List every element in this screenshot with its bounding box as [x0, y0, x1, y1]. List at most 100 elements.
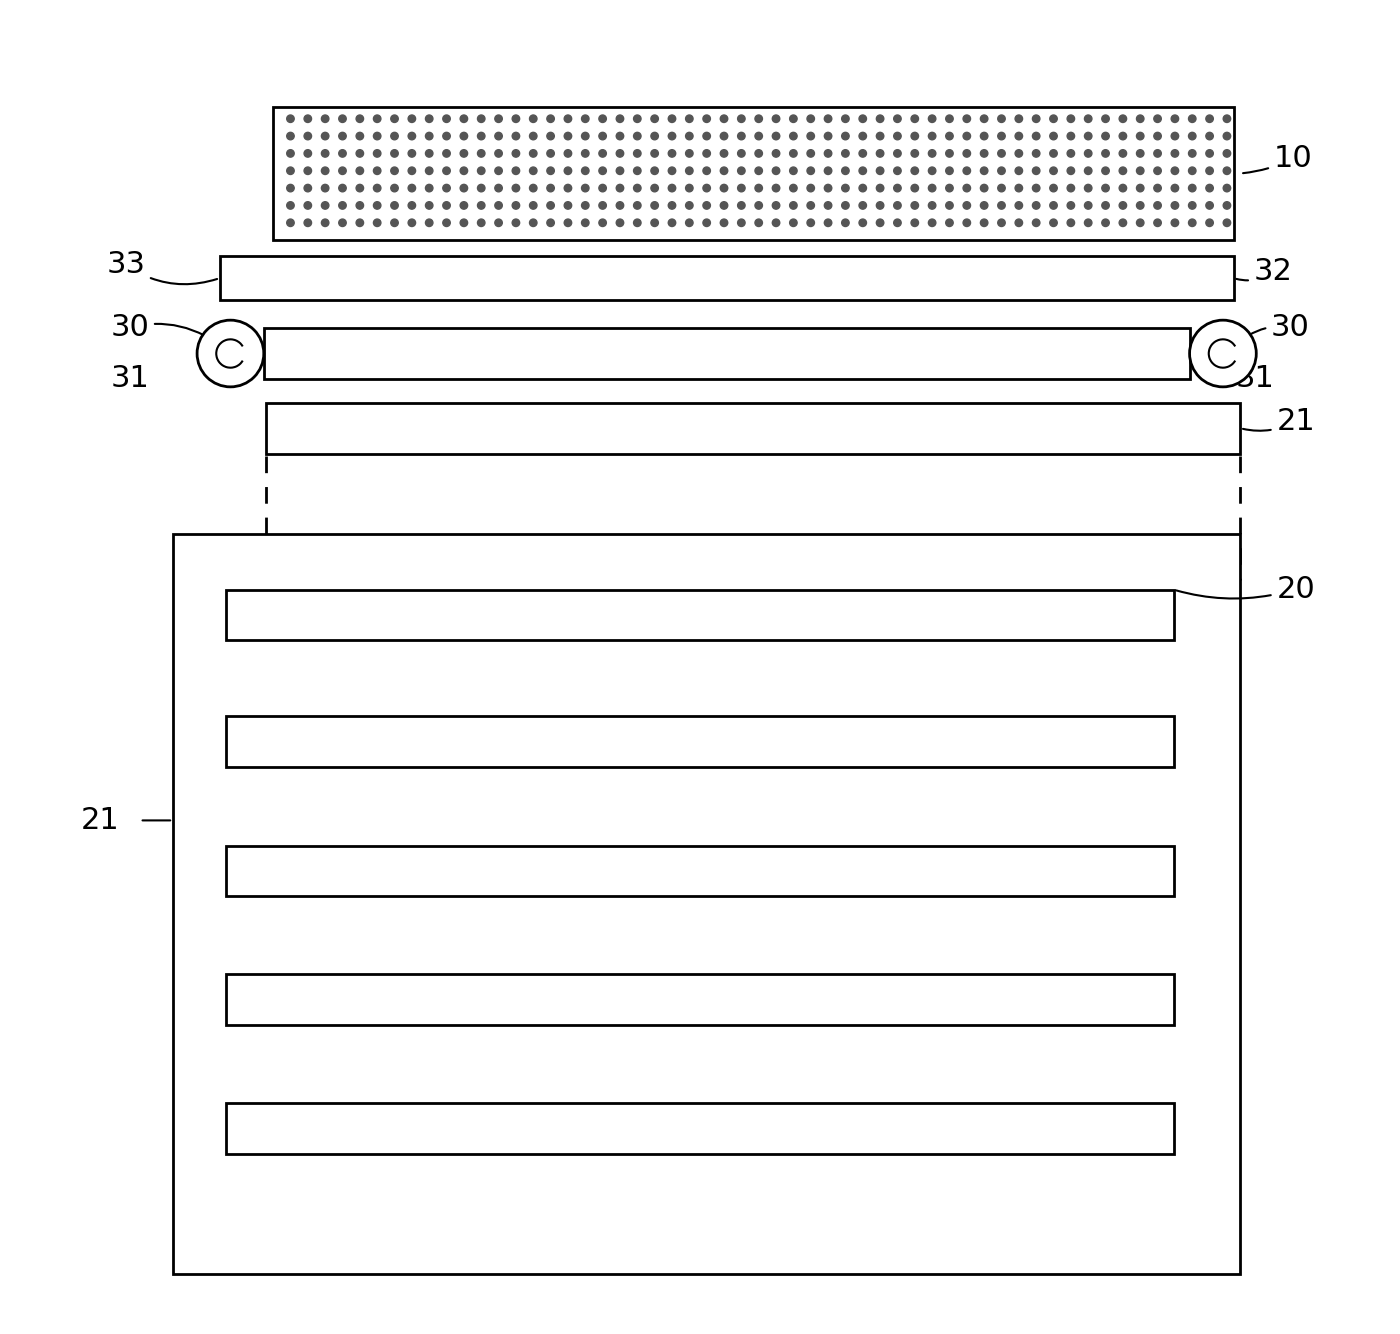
Circle shape	[686, 219, 693, 227]
Circle shape	[806, 132, 815, 140]
Circle shape	[1119, 167, 1127, 175]
Circle shape	[1102, 167, 1109, 175]
Circle shape	[1189, 167, 1196, 175]
Circle shape	[720, 184, 728, 192]
Circle shape	[339, 149, 346, 157]
Circle shape	[755, 167, 763, 175]
Circle shape	[477, 219, 484, 227]
Circle shape	[599, 167, 606, 175]
Circle shape	[963, 219, 970, 227]
Circle shape	[806, 219, 815, 227]
Circle shape	[1032, 184, 1040, 192]
Circle shape	[1050, 219, 1057, 227]
Circle shape	[928, 219, 935, 227]
Circle shape	[980, 219, 988, 227]
Circle shape	[494, 149, 503, 157]
Circle shape	[806, 201, 815, 209]
Circle shape	[287, 184, 294, 192]
Circle shape	[426, 167, 433, 175]
Circle shape	[738, 219, 745, 227]
Circle shape	[304, 219, 312, 227]
Circle shape	[825, 184, 832, 192]
Circle shape	[1154, 184, 1161, 192]
Circle shape	[426, 149, 433, 157]
Circle shape	[790, 219, 797, 227]
Circle shape	[841, 149, 850, 157]
Circle shape	[841, 184, 850, 192]
Circle shape	[825, 219, 832, 227]
Circle shape	[686, 149, 693, 157]
Circle shape	[494, 219, 503, 227]
Circle shape	[322, 219, 329, 227]
Circle shape	[876, 115, 883, 123]
Circle shape	[1085, 201, 1092, 209]
Circle shape	[980, 132, 988, 140]
Circle shape	[1224, 167, 1231, 175]
Circle shape	[304, 149, 312, 157]
Circle shape	[911, 132, 918, 140]
Circle shape	[893, 167, 902, 175]
Circle shape	[1050, 115, 1057, 123]
Circle shape	[339, 115, 346, 123]
Bar	[227, 716, 1173, 767]
Circle shape	[963, 201, 970, 209]
Circle shape	[356, 167, 364, 175]
Circle shape	[634, 132, 641, 140]
Circle shape	[755, 149, 763, 157]
Circle shape	[720, 219, 728, 227]
Circle shape	[773, 115, 780, 123]
Circle shape	[634, 149, 641, 157]
Circle shape	[461, 132, 468, 140]
Circle shape	[442, 201, 451, 209]
Circle shape	[442, 184, 451, 192]
Circle shape	[1224, 201, 1231, 209]
Circle shape	[998, 184, 1005, 192]
Text: 30: 30	[111, 313, 204, 342]
Circle shape	[1190, 320, 1256, 387]
Circle shape	[928, 149, 935, 157]
Bar	[263, 328, 1190, 379]
Circle shape	[1205, 132, 1214, 140]
Circle shape	[1032, 115, 1040, 123]
Circle shape	[946, 149, 953, 157]
Circle shape	[494, 201, 503, 209]
Circle shape	[461, 184, 468, 192]
Circle shape	[581, 184, 589, 192]
Circle shape	[461, 219, 468, 227]
Circle shape	[287, 115, 294, 123]
Circle shape	[287, 149, 294, 157]
Circle shape	[1137, 219, 1144, 227]
Circle shape	[1137, 115, 1144, 123]
Circle shape	[599, 201, 606, 209]
Circle shape	[477, 149, 484, 157]
Circle shape	[860, 184, 867, 192]
Circle shape	[1085, 167, 1092, 175]
Circle shape	[494, 167, 503, 175]
Circle shape	[980, 167, 988, 175]
Circle shape	[581, 201, 589, 209]
Circle shape	[599, 149, 606, 157]
Circle shape	[998, 219, 1005, 227]
Circle shape	[512, 115, 519, 123]
Circle shape	[703, 115, 710, 123]
Circle shape	[773, 167, 780, 175]
Circle shape	[1119, 149, 1127, 157]
Text: 33: 33	[106, 251, 217, 284]
Circle shape	[599, 115, 606, 123]
Circle shape	[1172, 201, 1179, 209]
Circle shape	[738, 167, 745, 175]
Circle shape	[1205, 201, 1214, 209]
Circle shape	[391, 167, 398, 175]
Circle shape	[374, 184, 381, 192]
Circle shape	[1119, 184, 1127, 192]
Circle shape	[1172, 184, 1179, 192]
Circle shape	[547, 167, 554, 175]
Circle shape	[512, 219, 519, 227]
Circle shape	[738, 149, 745, 157]
Circle shape	[374, 167, 381, 175]
Circle shape	[529, 132, 538, 140]
Circle shape	[1050, 184, 1057, 192]
Circle shape	[998, 115, 1005, 123]
Circle shape	[477, 184, 484, 192]
Circle shape	[806, 149, 815, 157]
